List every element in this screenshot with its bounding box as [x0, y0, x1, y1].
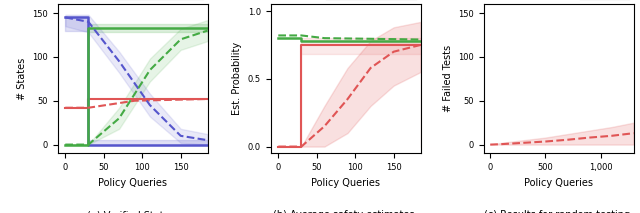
- Text: (a) Verified States.: (a) Verified States.: [87, 210, 178, 213]
- X-axis label: Policy Queries: Policy Queries: [311, 178, 380, 188]
- Y-axis label: # States: # States: [17, 58, 27, 100]
- X-axis label: Policy Queries: Policy Queries: [524, 178, 593, 188]
- Text: (c) Results for random testing.: (c) Results for random testing.: [484, 210, 633, 213]
- X-axis label: Policy Queries: Policy Queries: [98, 178, 167, 188]
- Y-axis label: # Failed Tests: # Failed Tests: [443, 45, 452, 112]
- Text: (b) Average safety estimates.: (b) Average safety estimates.: [273, 210, 418, 213]
- Y-axis label: Est. Probability: Est. Probability: [232, 42, 242, 115]
